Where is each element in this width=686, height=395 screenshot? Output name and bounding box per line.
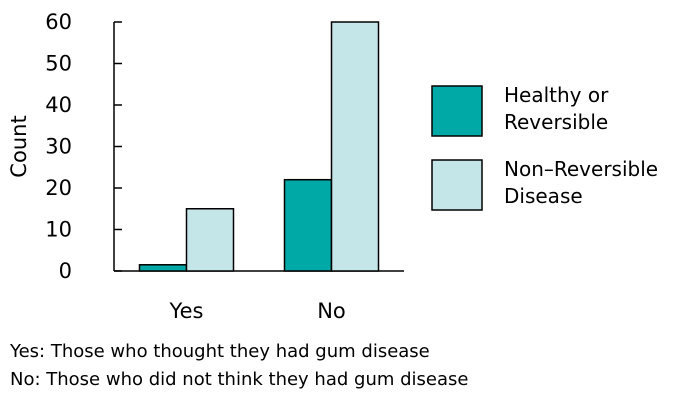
y-tick-label: 30: [45, 135, 72, 159]
bar-1-yes: [138, 264, 188, 272]
chart-axes: 0 10 20 30 40 50 60 Count Yes No: [7, 10, 404, 323]
footnote-no: No: Those who did not think they had gum…: [10, 369, 469, 390]
y-tick-label: 0: [59, 259, 72, 283]
y-tick-label: 20: [45, 176, 72, 200]
x-tick-label: No: [317, 299, 346, 323]
bar-2-no: [330, 21, 380, 272]
bar-chart: 0 10 20 30 40 50 60 Count Yes No Healthy or Revers…: [7, 10, 658, 323]
chart-legend: Healthy or Reversible Non–Reversible Diseas…: [431, 83, 658, 211]
legend-label-1: Healthy or Reversible: [504, 83, 609, 134]
y-tick-label: 10: [45, 218, 72, 242]
y-tick-label: 40: [45, 93, 72, 117]
footnote-yes: Yes: Those who thought they had gum dise…: [10, 341, 430, 362]
legend-swatch-2: [431, 159, 483, 211]
legend-swatch-1: [431, 85, 483, 137]
bar-1-no: [283, 178, 333, 272]
chart-bars: [138, 21, 380, 272]
y-tick-label: 50: [45, 52, 72, 76]
y-axis-label: Count: [7, 115, 31, 177]
bar-2-yes: [185, 208, 235, 272]
footnotes: Yes: Those who thought they had gum dise…: [10, 338, 468, 394]
y-tick-label: 60: [45, 10, 72, 34]
legend-label-2: Non–Reversible Disease: [504, 157, 658, 208]
x-tick-label: Yes: [169, 299, 204, 323]
